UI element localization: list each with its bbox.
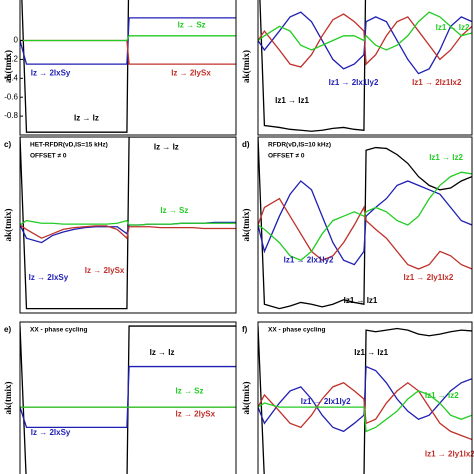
panel-annotation: RFDR(νD,IS=10 kHz) xyxy=(268,142,331,149)
plot-area xyxy=(20,0,236,133)
series-label: Iz → Iz xyxy=(154,143,179,152)
series-line xyxy=(259,0,367,132)
series-label: Iz1 → 2Ix1Iy2 xyxy=(329,78,379,87)
series-line xyxy=(258,137,472,310)
y-axis-label: ak(tmix) xyxy=(241,209,251,242)
y-tick-label: -0.6 xyxy=(4,92,18,101)
series-label: Iz → 2IxSy xyxy=(29,273,69,282)
plot-area xyxy=(258,326,472,474)
panel-annotation: OFFSET ≠ 0 xyxy=(30,153,67,160)
y-tick-label: -0.2 xyxy=(4,55,18,64)
series-line xyxy=(258,171,472,261)
series-label: Iz → 2IxSy xyxy=(31,68,71,77)
series-label: Iz1 → Iz1 xyxy=(354,348,388,357)
y-axis-label: ak(tmix) xyxy=(3,50,13,83)
panel-annotation: HET-RFDR(νD,IS=15 kHz) xyxy=(30,142,108,149)
y-axis-label: ak(tmix) xyxy=(3,209,13,242)
y-tick-label: 0 xyxy=(14,36,19,45)
plot-frame xyxy=(19,136,237,314)
series-line xyxy=(20,365,236,429)
y-axis-label: ak(tmix) xyxy=(241,382,251,415)
series-label: Iz1 → 2Iy1Ix2 xyxy=(425,450,474,459)
y-tick-label: -0.4 xyxy=(4,73,18,82)
panel-label: d) xyxy=(242,140,250,149)
y-axis-label: ak(tmix) xyxy=(241,50,251,83)
series-line xyxy=(258,365,472,433)
plot-frame xyxy=(257,0,473,136)
series-label: Iz → Iz xyxy=(74,114,99,123)
series-line xyxy=(20,35,236,42)
series-line xyxy=(20,219,236,226)
series-line xyxy=(20,224,236,240)
series-label: Iz1 → 2Iy1Ix2 xyxy=(404,273,454,282)
series-label: Iz → Iz xyxy=(150,348,175,357)
panel-label: e) xyxy=(4,325,11,334)
series-line xyxy=(258,13,472,68)
plot-area xyxy=(20,325,236,474)
series-label: Iz1 → Iz1 xyxy=(275,96,309,105)
panel-annotation: OFFSET ≠ 0 xyxy=(268,153,305,160)
series-line xyxy=(258,390,472,433)
series-label: Iz1 → 2Ix1Iy2 xyxy=(284,255,334,264)
series-label: Iz → Sz xyxy=(178,21,206,30)
series-label: Iz1 → 2Ix1Iy2 xyxy=(301,397,351,406)
panel-label: c) xyxy=(4,140,11,149)
series-line xyxy=(258,11,472,51)
panel-annotation: XX - phase cycling xyxy=(268,327,325,334)
panel-label: f) xyxy=(242,325,248,334)
y-axis-label: ak(tmix) xyxy=(3,382,13,415)
panel-annotation: XX - phase cycling xyxy=(30,327,87,334)
plot-area xyxy=(20,137,236,310)
series-label: Iz1 → Iz2 xyxy=(436,23,470,32)
series-label: Iz → Sz xyxy=(176,386,204,395)
series-label: Iz → 2IxSy xyxy=(31,428,71,437)
series-label: Iz1 → 2Iz1Ix2 xyxy=(412,78,462,87)
series-label: Iz → 2IySx xyxy=(85,266,125,275)
y-tick-label: -0.8 xyxy=(4,111,18,120)
plot-frame xyxy=(19,321,237,474)
series-label: Iz1 → Iz1 xyxy=(344,296,378,305)
series-line xyxy=(258,381,472,441)
plot-frame xyxy=(19,0,237,136)
plot-frame xyxy=(257,321,473,474)
series-label: Iz → 2IySx xyxy=(176,410,216,419)
series-label: Iz → Sz xyxy=(160,206,188,215)
plot-area xyxy=(258,137,472,310)
series-line xyxy=(20,17,236,65)
series-label: Iz1 → Iz2 xyxy=(425,391,459,400)
plot-frame xyxy=(257,136,473,314)
plot-area xyxy=(258,0,472,132)
series-label: Iz1 → Iz2 xyxy=(429,153,463,162)
series-label: Iz → 2IySx xyxy=(171,68,211,77)
